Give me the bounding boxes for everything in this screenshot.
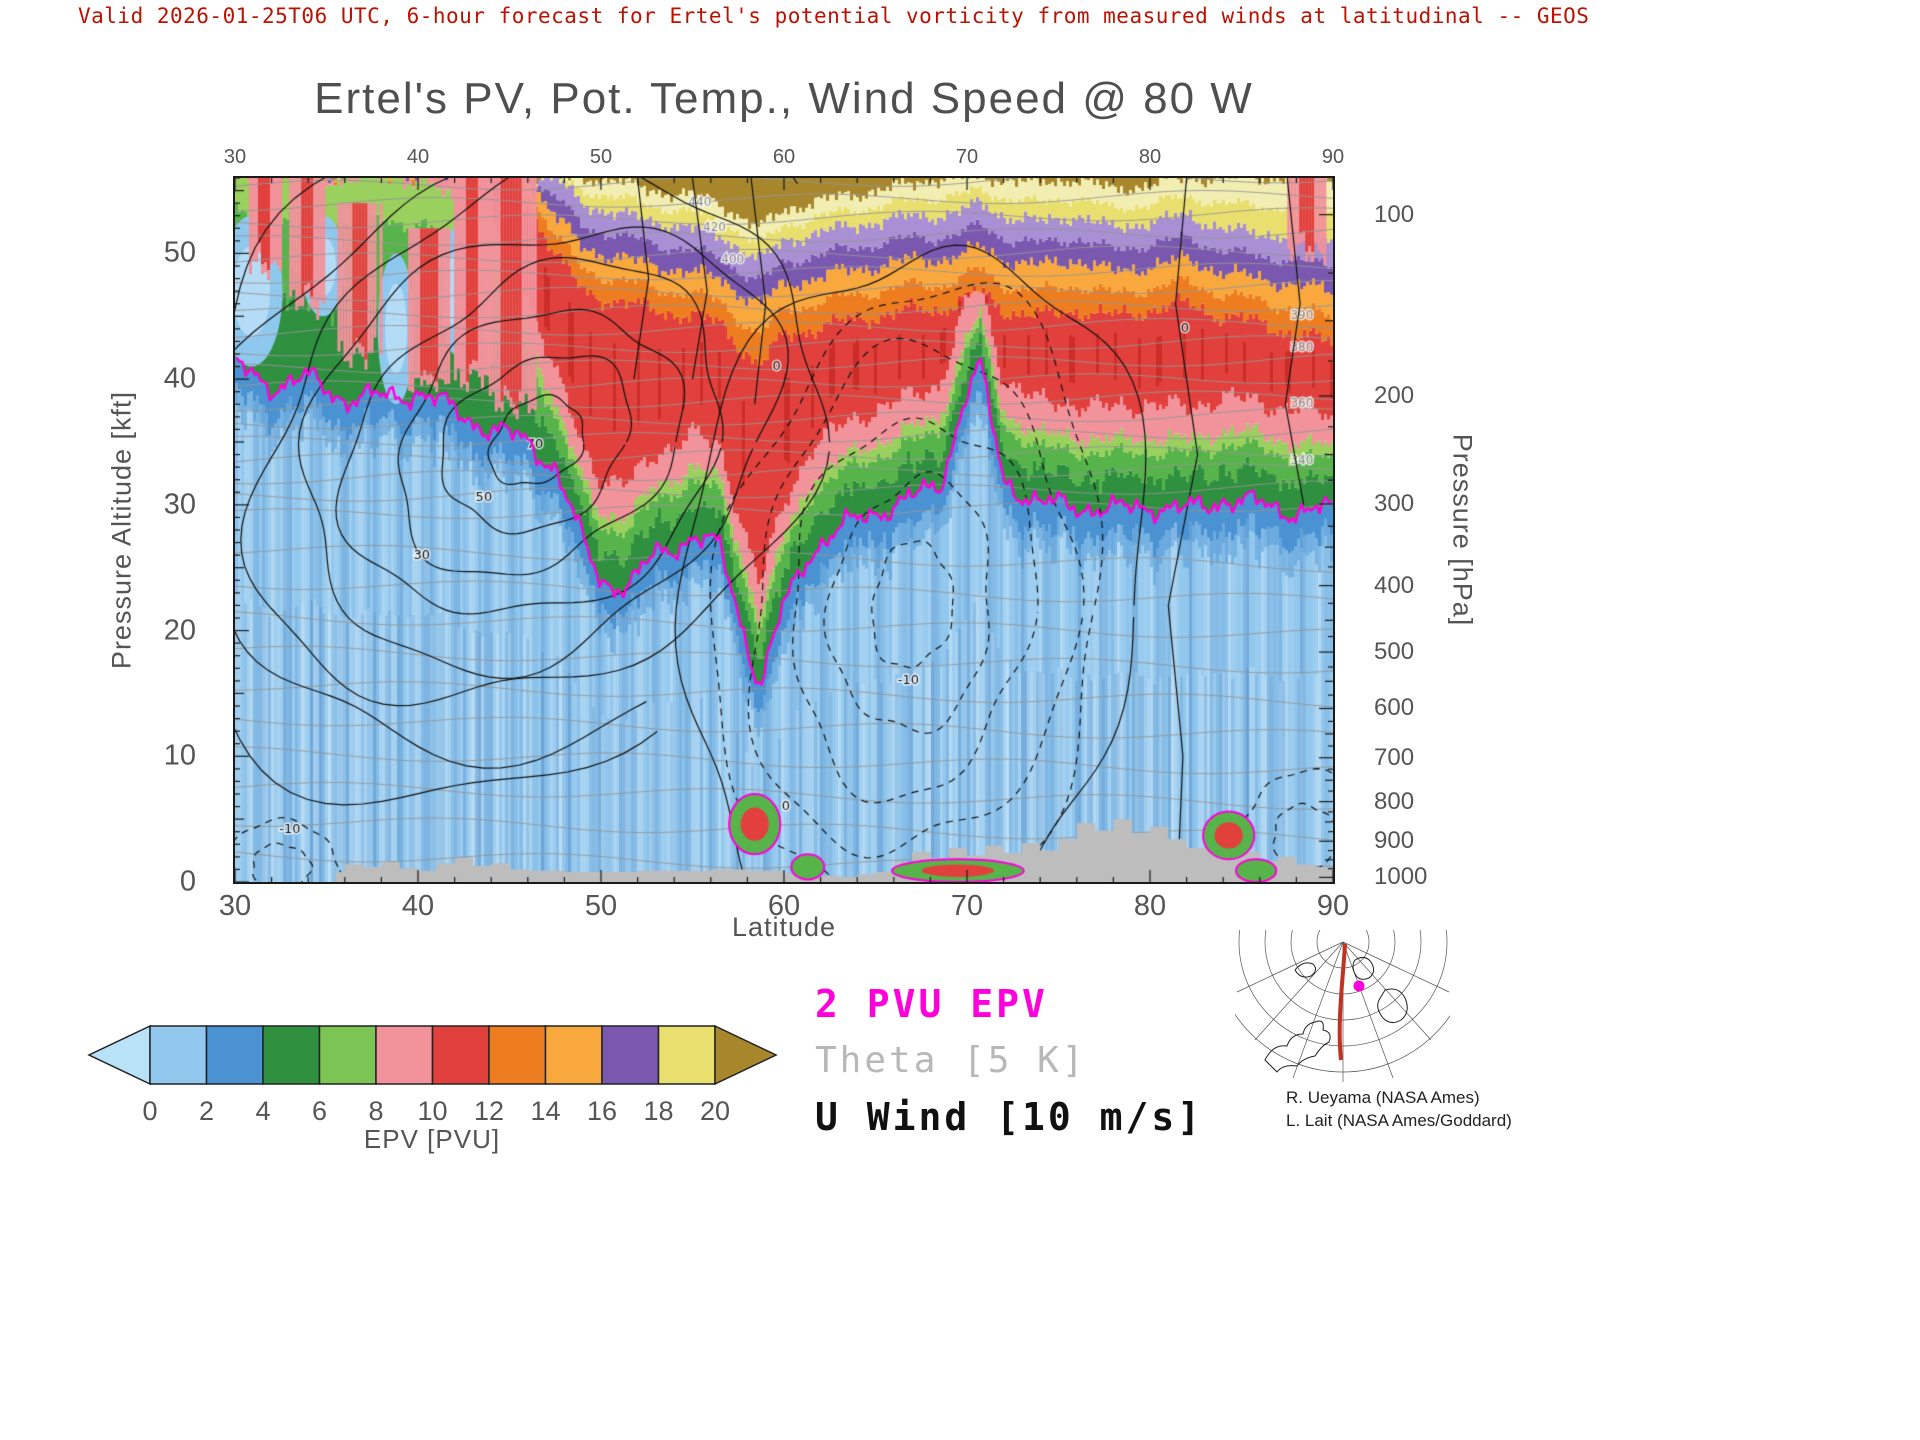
colorbar-segment xyxy=(488,1025,547,1085)
contour-legend: 2 PVU EPV Theta [5 K] U Wind [10 m/s] xyxy=(815,982,1203,1139)
colorbar-segment xyxy=(431,1025,490,1085)
colorbar-segment xyxy=(318,1025,377,1085)
validity-header: Valid 2026-01-25T06 UTC, 6-hour forecast… xyxy=(78,4,1590,28)
x-axis-bottom-tick-label: 60 xyxy=(767,890,801,922)
credit-line-1: R. Ueyama (NASA Ames) xyxy=(1286,1088,1480,1107)
y-axis-hpa-tick-label: 400 xyxy=(1374,571,1415,599)
cross-section-canvas xyxy=(233,176,1335,884)
colorbar-tick-label: 6 xyxy=(311,1096,328,1126)
y-axis-hpa-tick-label: 300 xyxy=(1374,489,1415,517)
x-axis-bottom-tick-label: 30 xyxy=(218,890,252,922)
x-axis-top-tick-label: 40 xyxy=(406,146,430,168)
y-axis-kft-tick-label: 50 xyxy=(163,236,196,269)
colorbar-segment xyxy=(205,1025,264,1085)
colorbar-label: EPV [PVU] xyxy=(363,1124,501,1154)
colorbar-tick-label: 20 xyxy=(699,1096,731,1126)
y-axis-kft-tick-label: 30 xyxy=(163,488,196,521)
x-axis-bottom-tick-label: 40 xyxy=(401,890,435,922)
colorbar-tick-label: 10 xyxy=(417,1096,448,1126)
y-axis-hpa-tick-label: 1000 xyxy=(1374,863,1428,891)
x-axis-top-tick-label: 60 xyxy=(772,146,796,168)
colorbar-tick-label: 12 xyxy=(473,1096,505,1126)
x-axis-bottom-tick-label: 80 xyxy=(1133,890,1167,922)
x-axis-top-tick-label: 70 xyxy=(955,146,979,168)
cross-section-path-line xyxy=(1337,943,1347,1061)
colorbar xyxy=(87,1024,778,1086)
x-axis-top-tick-label: 50 xyxy=(589,146,613,168)
figure-title: Ertel's PV, Pot. Temp., Wind Speed @ 80 … xyxy=(314,74,1254,123)
colorbar-over-arrow xyxy=(714,1024,778,1086)
colorbar-tick-label: 2 xyxy=(198,1096,215,1126)
colorbar-segment xyxy=(544,1025,603,1085)
credits: R. Ueyama (NASA Ames) L. Lait (NASA Ames… xyxy=(1286,1086,1512,1132)
credit-line-2: L. Lait (NASA Ames/Goddard) xyxy=(1286,1111,1512,1130)
legend-uwind: U Wind [10 m/s] xyxy=(815,1095,1204,1139)
colorbar-tick-label: 14 xyxy=(530,1096,561,1126)
x-axis-top-tick-label: 80 xyxy=(1138,146,1162,168)
x-axis-top-tick-label: 90 xyxy=(1321,146,1345,168)
y-axis-hpa-tick-label: 900 xyxy=(1374,827,1415,855)
colorbar-tick-label: 18 xyxy=(643,1096,674,1126)
x-axis-label: Latitude xyxy=(731,912,837,942)
legend-2pvu-epv: 2 PVU EPV xyxy=(815,982,1048,1026)
colorbar-segment xyxy=(149,1025,208,1085)
y-axis-right-label: Pressure [hPa] xyxy=(1447,433,1478,627)
x-axis-bottom-tick-label: 70 xyxy=(950,890,984,922)
colorbar-segment xyxy=(601,1025,660,1085)
y-axis-hpa-tick-label: 500 xyxy=(1374,638,1415,666)
colorbar-tick-label: 8 xyxy=(368,1096,384,1126)
y-axis-hpa-tick-label: 200 xyxy=(1374,381,1415,409)
map-coastlines xyxy=(1264,956,1408,1073)
colorbar-tick-label: 4 xyxy=(255,1096,271,1126)
map-inset xyxy=(1235,930,1450,1082)
y-axis-left-label: Pressure Altitude [kft] xyxy=(106,390,137,670)
y-axis-kft-tick-label: 40 xyxy=(163,362,196,395)
y-axis-hpa-tick-label: 800 xyxy=(1374,787,1415,815)
y-axis-hpa-tick-label: 600 xyxy=(1374,694,1415,722)
map-graticule xyxy=(1235,930,1450,1082)
y-axis-hpa-tick-label: 100 xyxy=(1374,200,1415,228)
x-axis-top-tick-label: 30 xyxy=(223,146,247,168)
y-axis-kft-tick-label: 10 xyxy=(163,739,196,772)
legend-theta: Theta [5 K] xyxy=(815,1040,1087,1081)
colorbar-under-arrow xyxy=(87,1024,151,1086)
x-axis-bottom-tick-label: 50 xyxy=(584,890,618,922)
colorbar-segment xyxy=(375,1025,434,1085)
colorbar-tick-label: 0 xyxy=(142,1096,158,1126)
y-axis-kft-tick-label: 20 xyxy=(163,614,196,647)
x-axis-bottom-tick-label: 90 xyxy=(1316,890,1350,922)
location-dot xyxy=(1353,980,1365,992)
colorbar-segment xyxy=(657,1025,716,1085)
y-axis-kft-tick-label: 0 xyxy=(179,865,196,898)
y-axis-hpa-tick-label: 700 xyxy=(1374,743,1415,771)
colorbar-tick-label: 16 xyxy=(586,1096,618,1126)
colorbar-segment xyxy=(262,1025,321,1085)
